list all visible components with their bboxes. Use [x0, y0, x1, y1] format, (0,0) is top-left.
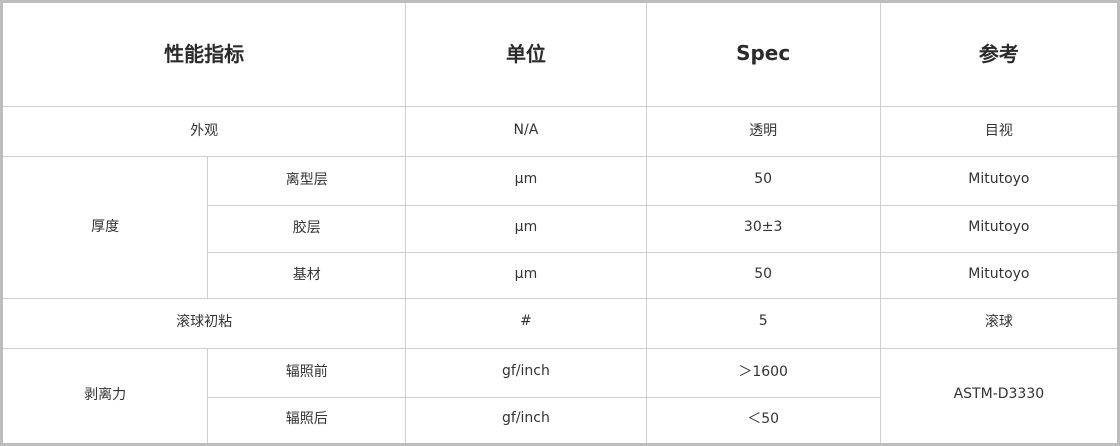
table-row: 外观 N/A 透明 目视 — [0, 106, 1120, 157]
unit-cell: N/A — [405, 106, 647, 157]
spec-cell: 50 — [645, 252, 881, 300]
table-row: 剥离力 辐照前 gf/inch ＞1600 ASTM-D3330 — [0, 347, 1120, 446]
reference-cell: 滚球 — [879, 298, 1120, 349]
sub-metric-cell: 胶层 — [207, 204, 407, 254]
metric-cell: 外观 — [0, 106, 407, 157]
spec-cell: 30±3 — [645, 204, 881, 254]
spec-cell: 透明 — [645, 106, 881, 157]
sub-metric-cell: 基材 — [207, 252, 407, 300]
unit-cell: μm — [405, 252, 647, 300]
header-unit: 单位 — [405, 0, 647, 108]
spec-cell: ＜50 — [645, 396, 881, 446]
reference-cell: 目视 — [879, 106, 1120, 157]
header-spec: Spec — [645, 0, 881, 108]
reference-cell: Mitutoyo — [879, 204, 1120, 254]
reference-cell: Mitutoyo — [879, 155, 1120, 206]
reference-cell: ASTM-D3330 — [879, 347, 1120, 446]
metric-cell: 厚度 — [0, 155, 209, 300]
header-reference: 参考 — [879, 0, 1120, 108]
spec-cell: ＞1600 — [645, 347, 881, 398]
table-row: 基材 μm 50 Mitutoyo — [2, 252, 1120, 300]
reference-cell: Mitutoyo — [879, 252, 1120, 300]
metric-cell: 剥离力 — [0, 347, 209, 446]
sub-metric-cell: 辐照后 — [207, 396, 407, 446]
sub-metric-cell: 辐照前 — [207, 347, 407, 398]
header-row: 性能指标 单位 Spec 参考 — [0, 0, 1120, 108]
unit-cell: gf/inch — [405, 347, 647, 398]
unit-cell: gf/inch — [405, 396, 647, 446]
table-row: 胶层 μm 30±3 Mitutoyo — [2, 204, 1120, 254]
spec-cell: 5 — [645, 298, 881, 349]
unit-cell: # — [405, 298, 647, 349]
header-metric: 性能指标 — [0, 0, 407, 108]
unit-cell: μm — [405, 204, 647, 254]
unit-cell: μm — [405, 155, 647, 206]
metric-cell: 滚球初粘 — [0, 298, 407, 349]
table-row: 滚球初粘 # 5 滚球 — [0, 298, 1120, 349]
spec-cell: 50 — [645, 155, 881, 206]
sub-metric-cell: 离型层 — [207, 155, 407, 206]
table-row: 辐照后 gf/inch ＜50 — [2, 396, 1119, 446]
table-row: 厚度 离型层 μm 50 Mitutoyo — [0, 155, 1120, 300]
